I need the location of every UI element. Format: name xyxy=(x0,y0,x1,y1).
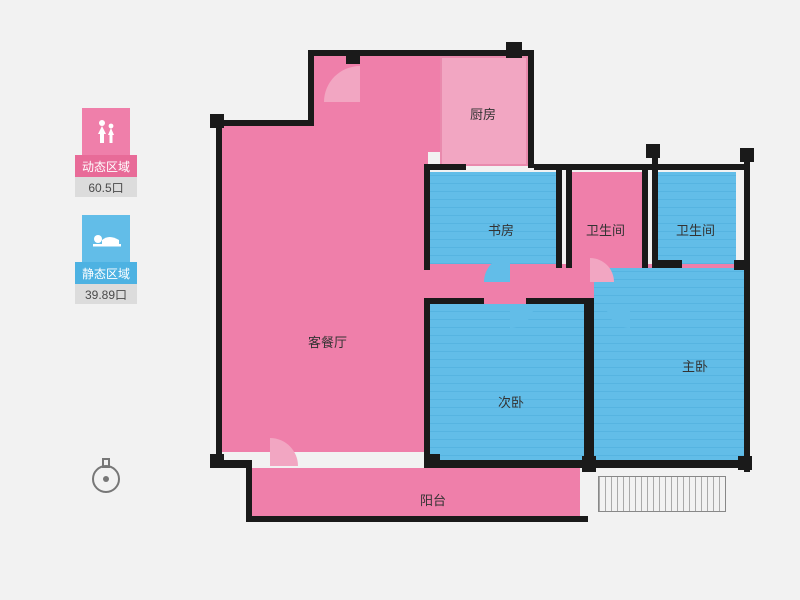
room-bedroom2 xyxy=(428,304,588,464)
room-label-bath2: 卫生间 xyxy=(676,220,715,239)
room-master xyxy=(594,268,744,464)
wall xyxy=(216,120,312,126)
floor-plan: 客餐厅 厨房书房 卫生间 卫生间次卧 主卧阳台 xyxy=(210,22,754,570)
wall xyxy=(308,50,314,126)
wall xyxy=(652,260,682,268)
pillar xyxy=(738,456,752,470)
wall xyxy=(526,298,588,304)
pillar xyxy=(210,114,224,128)
room-label-bath1: 卫生间 xyxy=(586,220,625,239)
wall xyxy=(346,50,360,64)
pillar xyxy=(646,144,660,158)
room-label-living: 客餐厅 xyxy=(308,332,347,351)
wall xyxy=(424,298,430,468)
wall xyxy=(246,516,588,522)
pillar xyxy=(210,454,224,468)
wall xyxy=(734,260,750,270)
room-bath1 xyxy=(570,172,642,264)
wall xyxy=(424,298,484,304)
room-living xyxy=(218,122,428,452)
room-label-study: 书房 xyxy=(488,220,514,239)
wall xyxy=(566,164,572,268)
wall xyxy=(652,152,658,268)
room-label-bedroom2: 次卧 xyxy=(498,392,524,411)
room-bath2 xyxy=(658,172,736,264)
room-label-balcony: 阳台 xyxy=(420,490,446,509)
wall xyxy=(528,50,534,168)
wall xyxy=(424,164,466,170)
wall xyxy=(216,120,222,466)
wall xyxy=(308,50,532,56)
wall xyxy=(424,460,592,468)
room-label-kitchen: 厨房 xyxy=(470,104,496,123)
pillar xyxy=(426,454,440,468)
room-study xyxy=(428,172,556,264)
wall xyxy=(246,460,252,520)
wall xyxy=(588,460,748,468)
wall xyxy=(642,164,648,268)
room-label-master: 主卧 xyxy=(682,356,708,375)
wall xyxy=(556,164,562,268)
balcony-railing xyxy=(598,476,726,512)
legend-label-static: 静态区域 xyxy=(75,262,137,284)
compass-icon xyxy=(88,455,124,491)
people-icon xyxy=(82,108,130,156)
wall xyxy=(424,164,430,270)
legend-item-static: 静态区域 39.89口 xyxy=(75,215,137,304)
wall xyxy=(506,42,522,58)
legend-value-dynamic: 60.5口 xyxy=(75,177,137,197)
room-balcony xyxy=(250,468,580,520)
room-living_top xyxy=(310,52,440,152)
legend-panel: 动态区域 60.5口 静态区域 39.89口 xyxy=(75,108,137,322)
wall xyxy=(744,152,750,472)
wall xyxy=(584,298,594,468)
pillar xyxy=(582,456,596,472)
sleeper-icon xyxy=(82,215,130,263)
legend-label-dynamic: 动态区域 xyxy=(75,155,137,177)
legend-value-static: 39.89口 xyxy=(75,284,137,304)
pillar xyxy=(740,148,754,162)
legend-item-dynamic: 动态区域 60.5口 xyxy=(75,108,137,197)
